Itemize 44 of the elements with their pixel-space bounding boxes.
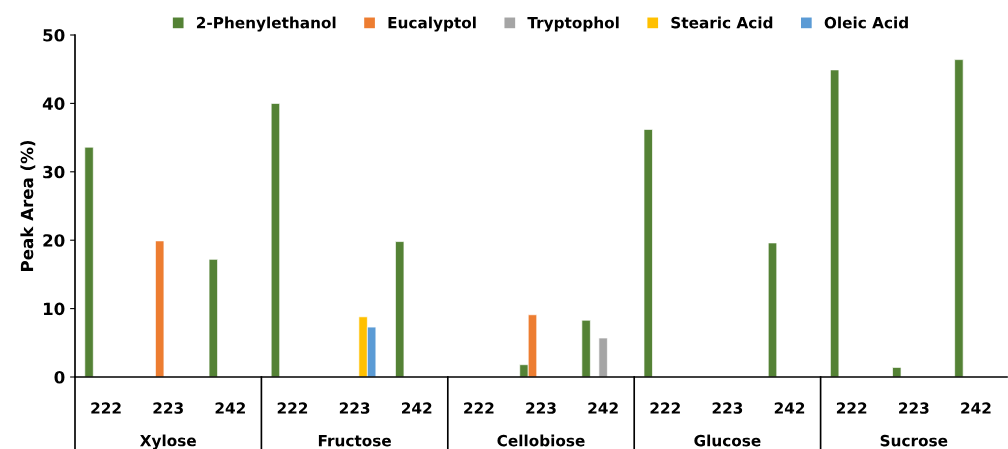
x-tick-label: 222 [277, 402, 308, 414]
y-tick-label: 40 [42, 97, 65, 110]
x-tick-label: 223 [526, 402, 556, 414]
y-tick-label: 0 [54, 370, 65, 384]
bar [270, 103, 281, 377]
bar [395, 241, 405, 377]
x-tick-label: 242 [402, 402, 432, 414]
bar [643, 129, 653, 377]
legend-label: Eucalyptol [388, 16, 476, 32]
x-tick-label: 222 [464, 402, 494, 414]
legend-label: 2-Phenylethanol [196, 16, 336, 32]
bar [767, 242, 778, 377]
bar [954, 59, 964, 377]
x-tick-label: 242 [774, 402, 805, 414]
text: Glucose [694, 434, 761, 447]
x-tick-label: 223 [339, 402, 370, 414]
bar [581, 319, 591, 377]
x-tick-label: 242 [961, 402, 991, 414]
text: Sucrose [880, 434, 948, 447]
bar [84, 146, 94, 377]
x-tick-label: 223 [899, 402, 929, 414]
bar [155, 240, 165, 377]
y-tick-label: 10 [43, 302, 65, 316]
text: Fructose [318, 435, 391, 447]
x-tick-label: 223 [153, 402, 183, 414]
x-tick-label: 222 [91, 402, 121, 414]
text: Xylose [140, 434, 196, 449]
bar [830, 69, 840, 377]
y-tick-label: 30 [43, 165, 65, 179]
y-tick-label: 50 [43, 28, 65, 42]
bar [208, 259, 218, 377]
x-tick-label: 242 [215, 402, 245, 414]
legend-label: Stearic Acid [671, 16, 773, 29]
x-tick-label: 223 [712, 402, 743, 414]
y-tick-label: 20 [43, 234, 65, 247]
x-tick-label: 222 [836, 402, 867, 414]
bar [892, 367, 902, 377]
legend-label: Oleic Acid [824, 16, 908, 29]
text: Cellobiose [497, 434, 585, 447]
x-tick-label: 242 [588, 402, 618, 414]
legend-label: Tryptophol [527, 16, 619, 32]
bar [598, 337, 608, 377]
x-tick-label: 222 [650, 402, 680, 414]
y-axis-title: Peak Area (%) [20, 140, 36, 271]
